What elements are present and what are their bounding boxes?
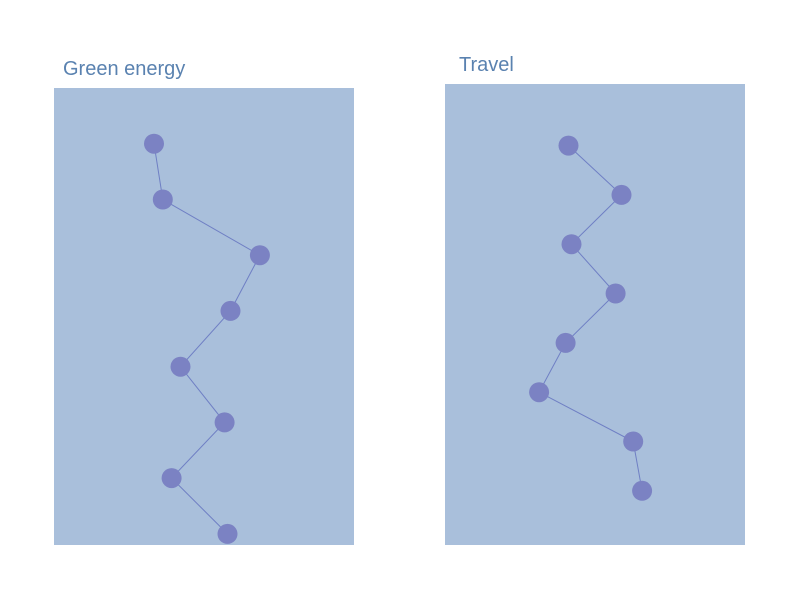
data-point	[170, 356, 191, 377]
plot-area	[54, 88, 354, 545]
data-point	[529, 382, 550, 403]
data-point	[555, 332, 576, 353]
data-point	[214, 412, 235, 433]
chart-panel-travel: Travel	[445, 54, 745, 545]
data-point	[152, 189, 173, 210]
chart-panel-green-energy: Green energy	[54, 58, 354, 545]
data-point	[632, 480, 653, 501]
panel-title: Green energy	[63, 58, 185, 80]
data-point	[561, 234, 582, 255]
data-point	[220, 300, 241, 321]
data-point	[558, 135, 579, 156]
data-point	[605, 283, 626, 304]
data-point	[249, 245, 270, 266]
panel-title: Travel	[459, 54, 514, 76]
series-line	[153, 143, 261, 535]
data-point	[611, 184, 632, 205]
plot-marks	[529, 135, 653, 501]
plot-marks	[144, 133, 270, 544]
series-line	[538, 145, 643, 491]
data-point	[161, 468, 182, 489]
data-point	[217, 523, 238, 544]
data-point	[623, 431, 644, 452]
data-point	[144, 133, 164, 154]
